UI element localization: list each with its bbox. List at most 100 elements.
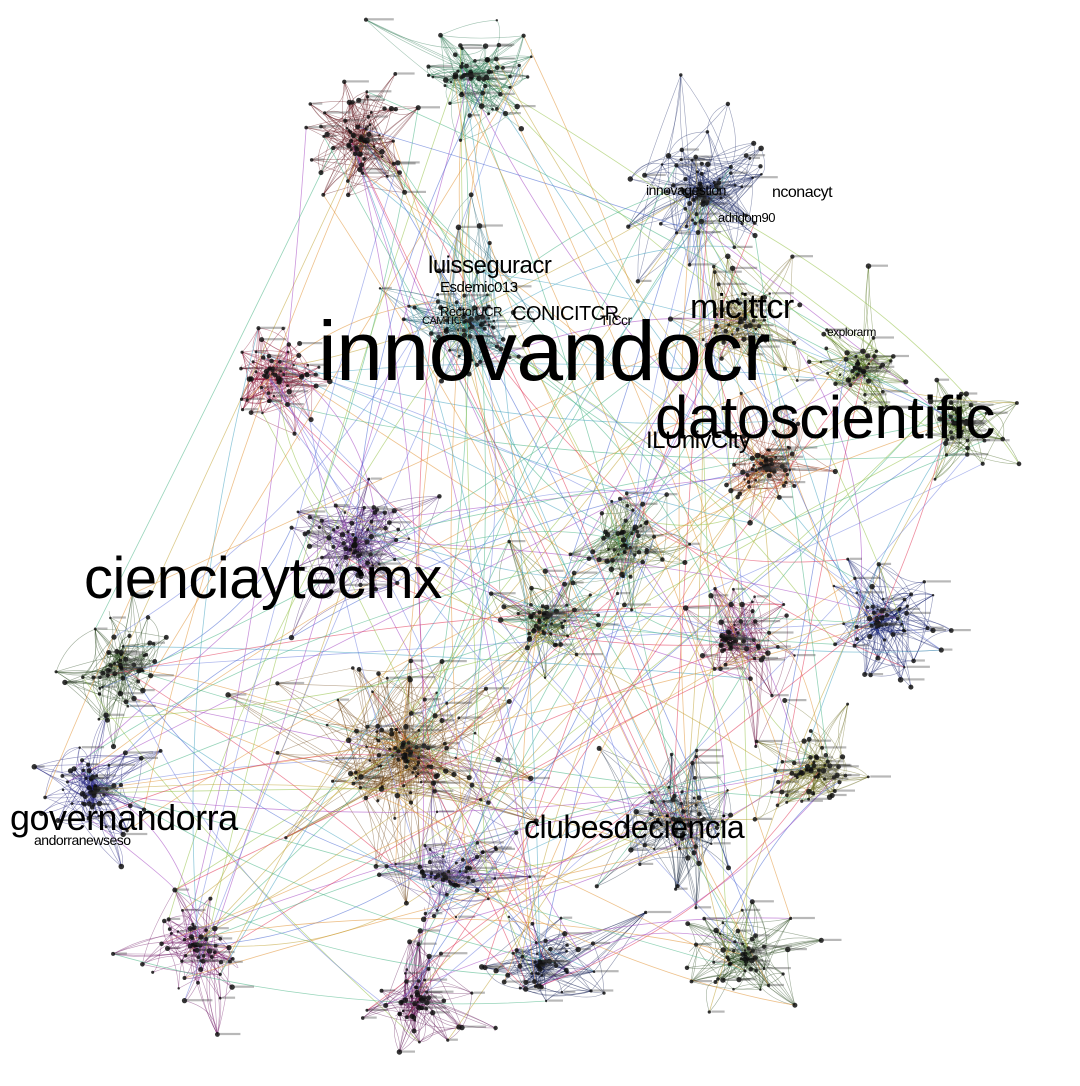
- graph-edge: [741, 222, 755, 230]
- graph-edge: [362, 91, 368, 130]
- graph-edge: [438, 194, 472, 271]
- graph-edge: [428, 66, 511, 77]
- graph-edge: [274, 351, 290, 376]
- graph-edge: [682, 191, 747, 216]
- graph-node: [635, 279, 641, 284]
- graph-edge: [374, 512, 397, 541]
- graph-edge: [488, 60, 520, 73]
- graph-edge: [460, 106, 518, 141]
- graph-node: [514, 103, 520, 110]
- graph-edge: [294, 433, 301, 441]
- graph-node: [458, 138, 463, 142]
- graph-edge: [684, 166, 732, 191]
- graph-edge: [256, 351, 316, 375]
- graph-edge: [727, 103, 736, 168]
- graph-edge: [414, 307, 481, 326]
- graph-node: [345, 126, 349, 130]
- graph-edge: [826, 329, 847, 360]
- graph-edge: [500, 588, 532, 621]
- graph-edge: [734, 423, 799, 466]
- graph-edge: [445, 329, 519, 357]
- graph-edge: [721, 256, 793, 359]
- graph-edge: [251, 366, 320, 380]
- graph-edge: [246, 376, 267, 401]
- graph-edge: [323, 139, 362, 195]
- graph-edge: [661, 74, 682, 165]
- graph-edge: [868, 266, 874, 338]
- graph-edge: [721, 318, 741, 359]
- graph-edge: [966, 439, 985, 455]
- graph-edge: [637, 164, 663, 282]
- graph-edge: [496, 56, 532, 60]
- graph-node: [760, 173, 763, 176]
- graph-edge: [364, 73, 396, 140]
- graph-edge: [668, 155, 761, 167]
- graph-edge: [449, 320, 534, 351]
- graph-edge: [298, 355, 330, 382]
- graph-edge: [697, 143, 754, 173]
- graph-edge: [952, 434, 1003, 440]
- graph-edge: [347, 140, 394, 196]
- graph-edge: [945, 443, 1020, 465]
- graph-edge: [474, 307, 498, 347]
- graph-node: [495, 19, 499, 22]
- edges-layer: [34, 19, 1020, 1053]
- graph-edge: [428, 63, 492, 73]
- graph-edge: [444, 84, 511, 88]
- graph-edge: [846, 352, 891, 362]
- graph-edge: [441, 227, 459, 382]
- graph-edge: [360, 510, 395, 586]
- graph-node: [357, 166, 363, 173]
- graph-edge: [690, 160, 693, 195]
- graph-edge: [740, 256, 793, 322]
- graph-edge: [835, 644, 942, 652]
- graph-edge: [628, 191, 684, 227]
- graph-edge: [721, 319, 745, 359]
- graph-edge: [572, 531, 638, 584]
- graph-node: [431, 75, 435, 79]
- graph-edge: [488, 71, 511, 88]
- graph-edge: [668, 74, 682, 156]
- graph-edge: [297, 511, 320, 528]
- graph-edge: [361, 108, 392, 138]
- graph-edge: [321, 507, 365, 595]
- graph-edge: [456, 302, 473, 361]
- graph-edge: [250, 377, 279, 413]
- graph-edge: [738, 322, 786, 369]
- graph-edge: [351, 140, 394, 150]
- graph-edge: [827, 373, 866, 395]
- graph-edge: [605, 509, 634, 533]
- graph-edge: [730, 166, 739, 248]
- graph-node: [360, 171, 365, 175]
- graph-edge: [846, 352, 891, 366]
- graph-edge: [855, 348, 877, 357]
- graph-edge: [732, 268, 786, 369]
- graph-node: [393, 107, 398, 112]
- graph-node: [456, 69, 460, 73]
- graph-node: [518, 125, 525, 132]
- graph-edge: [321, 496, 440, 522]
- graph-edge: [428, 73, 452, 83]
- graph-edge: [403, 318, 489, 324]
- graph-edge: [706, 186, 743, 206]
- graph-edge: [864, 337, 874, 377]
- graph-edge: [268, 344, 290, 402]
- graph-edge: [365, 19, 463, 49]
- graph-edge: [354, 544, 373, 567]
- graph-edge: [367, 529, 396, 560]
- graph-node: [517, 63, 521, 68]
- graph-edge: [321, 510, 395, 524]
- graph-edge: [686, 222, 755, 227]
- graph-edge: [707, 131, 755, 224]
- graph-edge: [440, 35, 462, 67]
- graph-edge: [570, 547, 631, 558]
- graph-edge: [686, 172, 731, 227]
- graph-node: [448, 101, 452, 106]
- graph-edge: [441, 369, 470, 382]
- graph-edge: [676, 165, 722, 199]
- graph-edge: [809, 361, 850, 382]
- graph-edge: [518, 65, 528, 80]
- graph-edge: [623, 531, 635, 610]
- graph-edge: [644, 175, 722, 199]
- graph-edge: [691, 160, 719, 190]
